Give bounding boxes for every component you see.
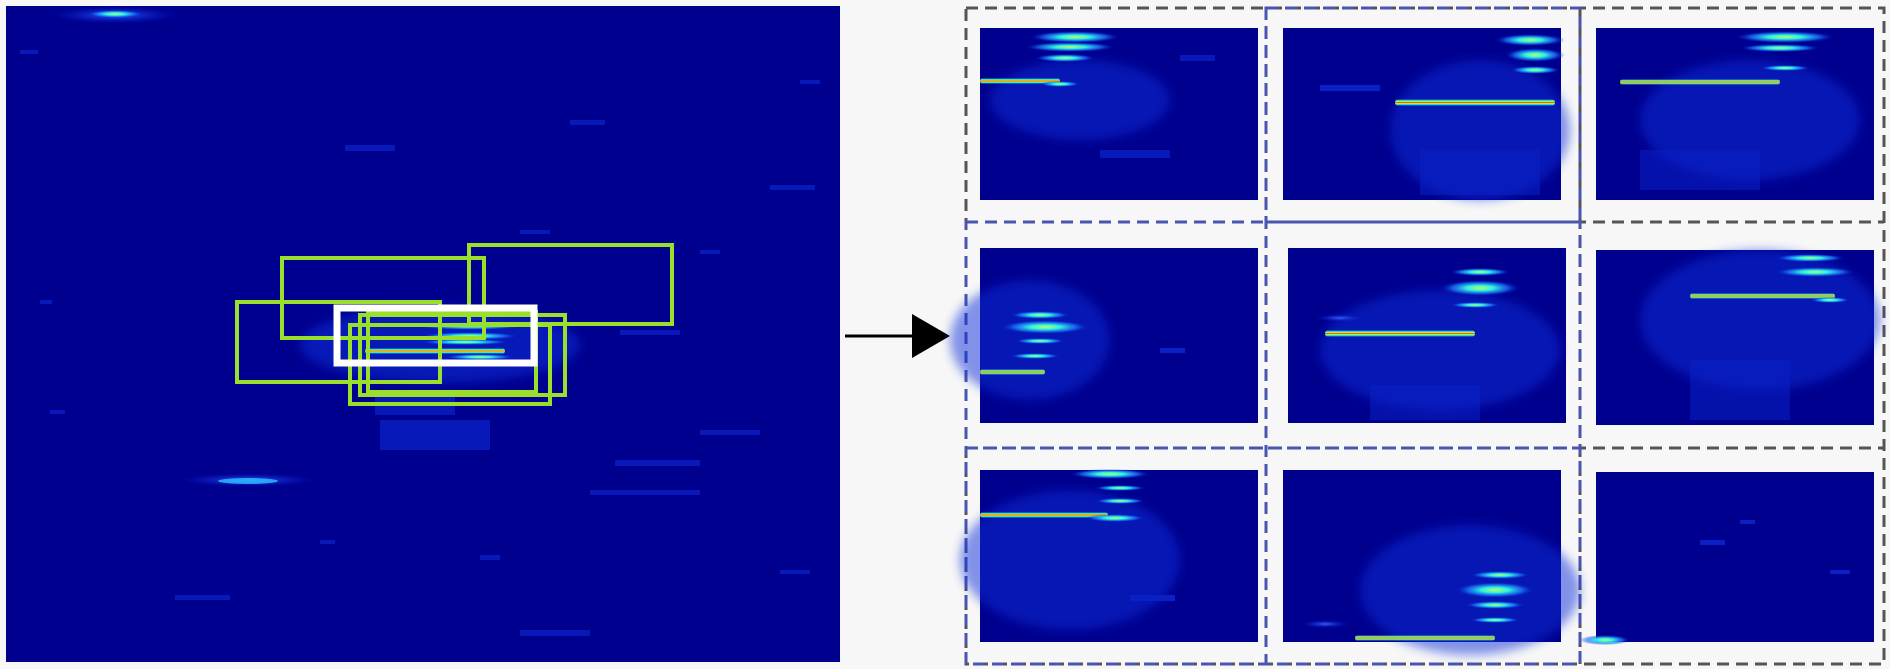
crop-panel-r2c3 xyxy=(1596,250,1880,425)
crop-panel-r2c2 xyxy=(1288,248,1566,423)
highlight-dashed-border xyxy=(964,446,1582,666)
candidate-box xyxy=(235,300,442,384)
crop-grid xyxy=(950,6,1886,666)
crop-panel-r3c2 xyxy=(1283,470,1580,655)
crop-panel-r3c3 xyxy=(1580,472,1874,645)
candidate-box xyxy=(280,256,486,340)
right-arrow-icon xyxy=(845,314,950,358)
crop-panel-r3c1 xyxy=(960,469,1258,642)
main-heatmap xyxy=(6,6,840,662)
main-spot-top xyxy=(50,6,180,24)
reference-box xyxy=(333,304,538,367)
candidate-box xyxy=(358,313,567,397)
main-heatmap-noise xyxy=(20,50,820,636)
candidate-box xyxy=(467,243,674,326)
crop-panel-r1c1 xyxy=(980,28,1258,200)
crop-panel-r1c2 xyxy=(1283,28,1570,200)
main-spot-lower xyxy=(178,473,318,487)
crop-panel-r1c3 xyxy=(1596,28,1874,200)
crop-panel-r2c1 xyxy=(950,248,1258,423)
